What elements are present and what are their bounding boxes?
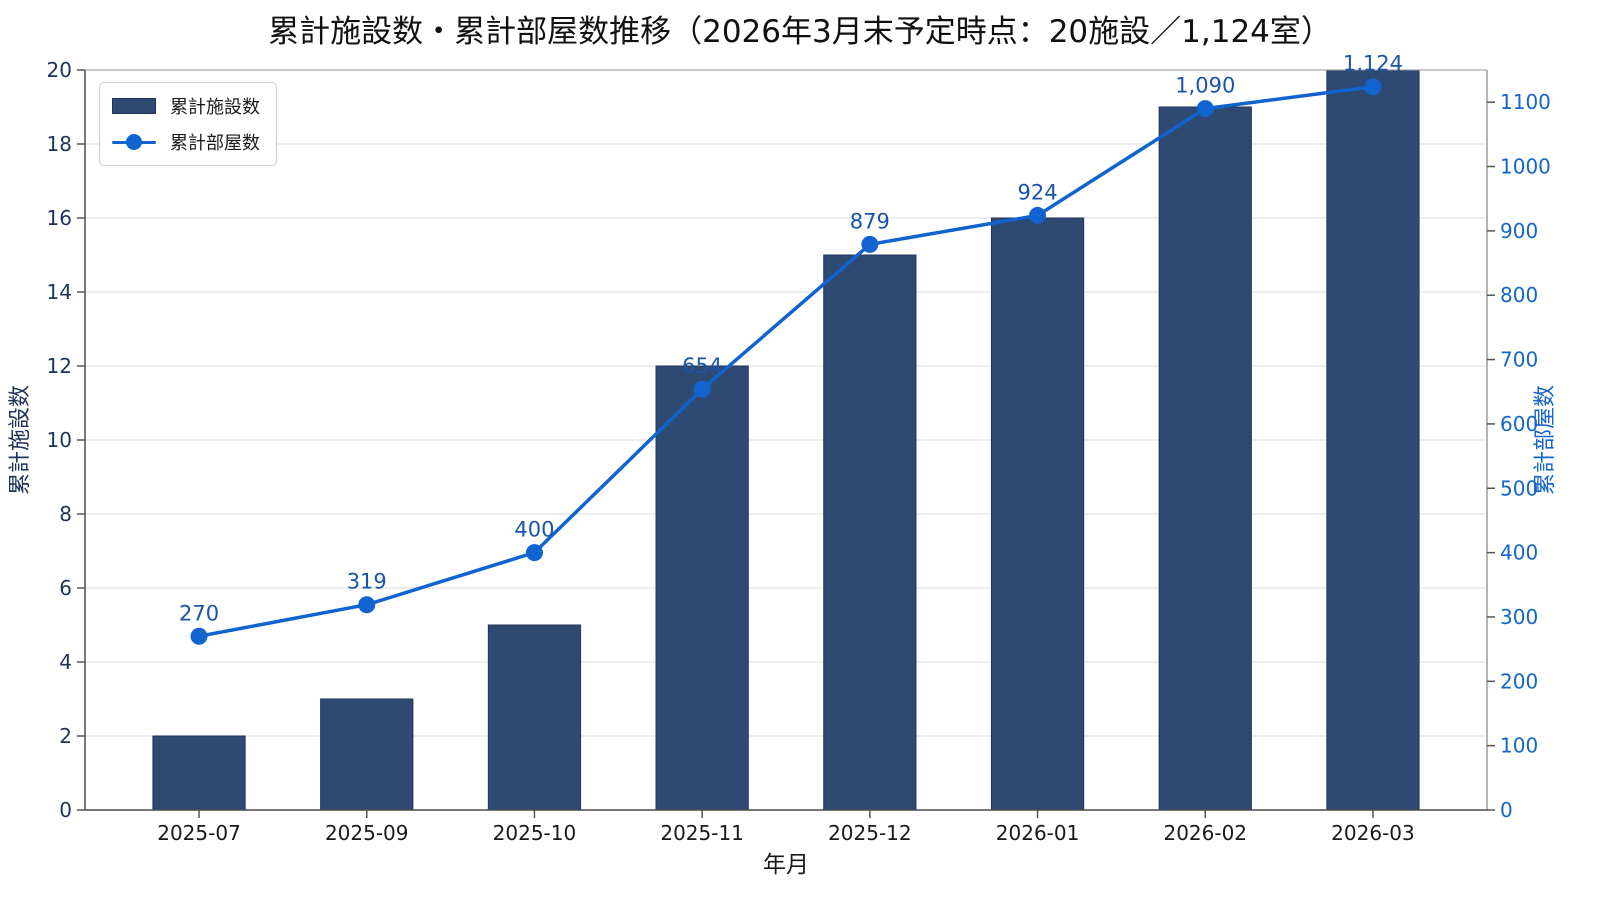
x-tick-label: 2026-01 bbox=[996, 821, 1080, 845]
left-y-axis-label: 累計施設数 bbox=[8, 385, 33, 495]
left-tick-label: 20 bbox=[47, 58, 72, 82]
right-tick-label: 200 bbox=[1500, 669, 1538, 693]
data-label-2025-11: 654 bbox=[682, 354, 722, 378]
left-tick-label: 18 bbox=[47, 132, 72, 156]
bar-2025-09 bbox=[320, 698, 414, 811]
x-tick-label: 2026-02 bbox=[1163, 821, 1247, 845]
line-point-2026-02 bbox=[1196, 100, 1214, 118]
rooms-line bbox=[197, 84, 1375, 639]
x-tick-label: 2025-10 bbox=[493, 821, 577, 845]
right-y-axis-label: 累計部屋数 bbox=[1533, 385, 1558, 495]
data-label-2025-10: 400 bbox=[514, 518, 554, 542]
bar-2025-11 bbox=[655, 365, 749, 811]
right-tick-label: 100 bbox=[1500, 734, 1538, 758]
line-point-2025-09 bbox=[358, 596, 376, 614]
x-tick-label: 2025-07 bbox=[157, 821, 241, 845]
line-point-2025-12 bbox=[861, 235, 879, 253]
bar-2025-12 bbox=[823, 254, 917, 811]
legend-label-facilities: 累計施設数 bbox=[170, 97, 260, 118]
data-label-2026-02: 1,090 bbox=[1175, 74, 1235, 98]
bar-2026-02 bbox=[1158, 106, 1252, 811]
chart-title: 累計施設数・累計部屋数推移（2026年3月末予定時点：20施設／1,124室） bbox=[268, 14, 1332, 50]
data-label-2026-03: 1,124 bbox=[1343, 52, 1403, 76]
data-label-2025-12: 879 bbox=[850, 209, 890, 233]
legend-item-rooms: 累計部屋数 bbox=[112, 129, 260, 155]
left-tick-label: 6 bbox=[59, 576, 72, 600]
left-tick-label: 4 bbox=[59, 650, 72, 674]
bar-2026-01 bbox=[990, 217, 1085, 811]
right-tick-label: 1100 bbox=[1500, 90, 1551, 114]
bar-2026-03 bbox=[1326, 69, 1420, 811]
left-tick-label: 10 bbox=[47, 428, 72, 452]
legend-label-rooms: 累計部屋数 bbox=[170, 133, 260, 154]
left-tick-label: 2 bbox=[59, 724, 72, 748]
data-label-2025-09: 319 bbox=[347, 570, 387, 594]
right-tick-label: 900 bbox=[1500, 219, 1538, 243]
left-tick-label: 8 bbox=[59, 502, 72, 526]
right-tick-label: 0 bbox=[1500, 798, 1513, 822]
left-tick-label: 14 bbox=[47, 280, 72, 304]
bar-swatch-icon bbox=[112, 98, 156, 114]
legend-item-facilities: 累計施設数 bbox=[112, 93, 260, 119]
x-axis-label: 年月 bbox=[763, 852, 809, 878]
line-marker-swatch-icon bbox=[112, 134, 156, 150]
x-tick-label: 2025-09 bbox=[325, 821, 409, 845]
line-point-2026-03 bbox=[1364, 78, 1382, 96]
data-label-2026-01: 924 bbox=[1018, 180, 1058, 204]
legend: 累計施設数 累計部屋数 bbox=[99, 82, 277, 166]
x-tick-label: 2025-12 bbox=[828, 821, 912, 845]
right-tick-label: 500 bbox=[1500, 476, 1538, 500]
left-tick-label: 16 bbox=[47, 206, 72, 230]
right-tick-label: 600 bbox=[1500, 412, 1538, 436]
right-tick-label: 700 bbox=[1500, 348, 1538, 372]
plot-area: 0246810121416182001002003004005006007008… bbox=[47, 52, 1551, 845]
x-tick-label: 2026-03 bbox=[1331, 821, 1415, 845]
x-tick-label: 2025-11 bbox=[660, 821, 744, 845]
bar-2025-10 bbox=[487, 624, 582, 811]
bar-2025-07 bbox=[152, 735, 246, 811]
right-tick-label: 400 bbox=[1500, 541, 1538, 565]
line-point-2025-11 bbox=[693, 380, 711, 398]
line-point-2026-01 bbox=[1029, 206, 1047, 224]
right-tick-label: 1000 bbox=[1500, 155, 1551, 179]
right-tick-label: 300 bbox=[1500, 605, 1538, 629]
left-tick-label: 12 bbox=[47, 354, 72, 378]
right-tick-label: 800 bbox=[1500, 283, 1538, 307]
left-tick-label: 0 bbox=[59, 798, 72, 822]
line-point-2025-07 bbox=[190, 627, 208, 645]
data-label-2025-07: 270 bbox=[179, 601, 219, 625]
line-point-2025-10 bbox=[525, 544, 543, 562]
